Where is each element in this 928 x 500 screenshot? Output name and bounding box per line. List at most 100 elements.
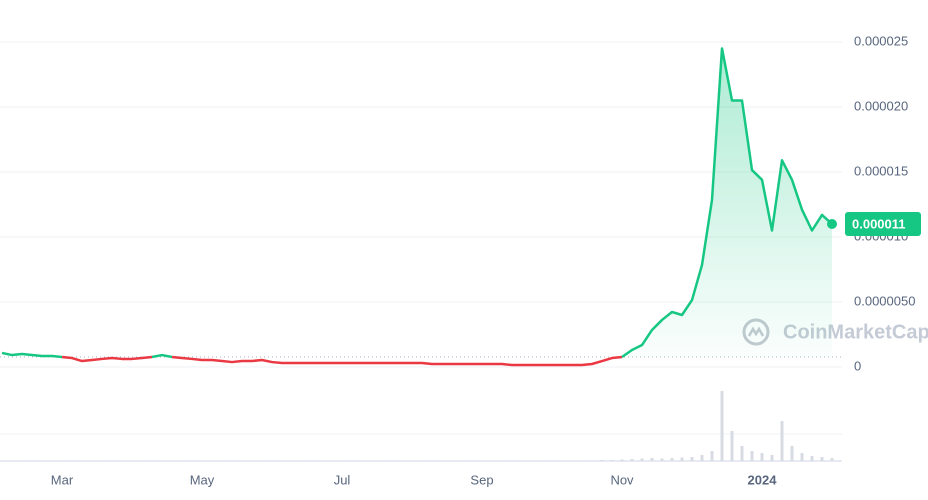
volume-bar bbox=[210, 460, 214, 461]
volume-bar bbox=[530, 460, 534, 461]
x-tick-label: Jul bbox=[334, 472, 351, 487]
volume-bar bbox=[790, 446, 794, 461]
volume-bar bbox=[170, 460, 174, 461]
price-line bbox=[61, 355, 153, 363]
volume-bar bbox=[580, 460, 584, 461]
volume-bar bbox=[40, 460, 44, 461]
volume-bar bbox=[650, 458, 654, 461]
volume-bar bbox=[780, 421, 784, 461]
volume-bar bbox=[760, 453, 764, 461]
volume-bar bbox=[620, 459, 624, 461]
volume-bar bbox=[510, 460, 514, 461]
volume-bar bbox=[240, 460, 244, 461]
volume-bar bbox=[440, 460, 444, 461]
volume-bar bbox=[350, 460, 354, 461]
x-tick-label: Sep bbox=[470, 472, 493, 487]
volume-bar bbox=[280, 460, 284, 461]
x-tick-label: 2024 bbox=[748, 472, 778, 487]
volume-bar bbox=[90, 460, 94, 461]
volume-bar bbox=[160, 460, 164, 461]
volume-bar bbox=[150, 460, 154, 461]
volume-bar bbox=[200, 460, 204, 461]
volume-bar bbox=[640, 458, 644, 461]
volume-bar bbox=[680, 457, 684, 461]
volume-bar bbox=[290, 460, 294, 461]
volume-bar bbox=[610, 460, 614, 461]
volume-bar bbox=[660, 458, 664, 461]
volume-bar bbox=[490, 460, 494, 461]
volume-bar bbox=[230, 460, 234, 461]
volume-bar bbox=[360, 460, 364, 461]
volume-bar bbox=[330, 460, 334, 461]
volume-bar bbox=[380, 460, 384, 461]
y-tick-label: 0 bbox=[854, 358, 861, 373]
volume-bar bbox=[770, 455, 774, 461]
volume-bar bbox=[180, 460, 184, 461]
price-line bbox=[621, 47, 833, 359]
volume-bar bbox=[550, 460, 554, 461]
y-tick-label: 0.000020 bbox=[854, 98, 908, 113]
volume-bar bbox=[800, 453, 804, 461]
volume-bar bbox=[400, 460, 404, 461]
y-tick-label: 0.0000050 bbox=[854, 293, 915, 308]
volume-bar bbox=[120, 460, 124, 461]
volume-bar bbox=[600, 460, 604, 461]
price-line bbox=[171, 355, 623, 367]
volume-bar bbox=[310, 460, 314, 461]
volume-bar bbox=[590, 460, 594, 461]
price-line bbox=[151, 353, 173, 359]
volume-bar bbox=[670, 458, 674, 461]
volume-bar bbox=[60, 460, 64, 461]
volume-bar bbox=[390, 460, 394, 461]
volume-bar bbox=[740, 446, 744, 461]
volume-bar bbox=[270, 460, 274, 461]
volume-bar bbox=[470, 460, 474, 461]
volume-bar bbox=[830, 458, 834, 461]
volume-bar bbox=[30, 460, 34, 461]
volume-bar bbox=[720, 391, 724, 461]
volume-bar bbox=[450, 460, 454, 461]
volume-bar bbox=[80, 460, 84, 461]
volume-bar bbox=[340, 460, 344, 461]
volume-bar bbox=[570, 460, 574, 461]
volume-bar bbox=[410, 460, 414, 461]
volume-bar bbox=[370, 460, 374, 461]
volume-bar bbox=[430, 460, 434, 461]
volume-bar bbox=[220, 460, 224, 461]
volume-bar bbox=[520, 460, 524, 461]
volume-bar bbox=[320, 460, 324, 461]
volume-bar bbox=[10, 460, 14, 461]
volume-bar bbox=[630, 459, 634, 461]
last-price-dot bbox=[827, 219, 837, 229]
y-tick-label: 0.000015 bbox=[854, 163, 908, 178]
x-tick-label: Nov bbox=[610, 472, 634, 487]
volume-bar bbox=[0, 460, 4, 461]
volume-bar bbox=[130, 460, 134, 461]
price-label: 0.000011 bbox=[852, 216, 906, 231]
volume-bar bbox=[710, 451, 714, 461]
volume-bar bbox=[420, 460, 424, 461]
x-tick-label: Mar bbox=[51, 472, 74, 487]
volume-bar bbox=[500, 460, 504, 461]
volume-bar bbox=[820, 457, 824, 461]
volume-bar bbox=[480, 460, 484, 461]
volume-bar bbox=[250, 460, 254, 461]
volume-bar bbox=[730, 431, 734, 461]
volume-bar bbox=[20, 460, 24, 461]
area bbox=[622, 48, 832, 357]
volume-bar bbox=[140, 460, 144, 461]
volume-bar bbox=[110, 460, 114, 461]
volume-bar bbox=[690, 457, 694, 461]
volume-bar bbox=[50, 460, 54, 461]
volume-bar bbox=[100, 460, 104, 461]
volume-bar bbox=[540, 460, 544, 461]
volume-bar bbox=[750, 451, 754, 461]
price-badge bbox=[845, 212, 921, 236]
volume-bar bbox=[70, 460, 74, 461]
volume-bar bbox=[460, 460, 464, 461]
x-tick-label: May bbox=[190, 472, 215, 487]
volume-bar bbox=[810, 456, 814, 461]
price-line bbox=[1, 351, 63, 359]
